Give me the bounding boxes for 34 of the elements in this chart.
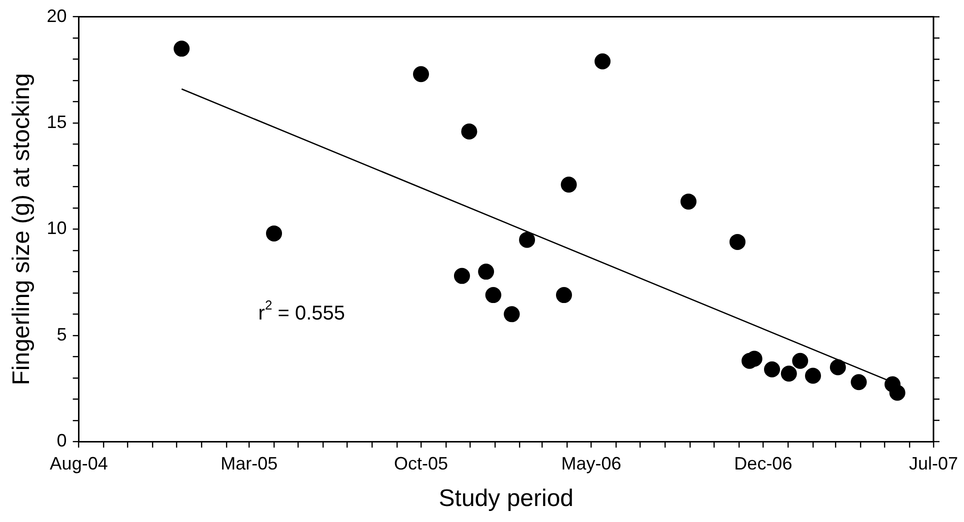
x-tick-label: Aug-04: [50, 453, 108, 474]
x-tick-label: May-06: [561, 453, 622, 474]
point: [556, 287, 572, 304]
y-tick-label: 10: [46, 218, 67, 238]
x-tick-label: Oct-05: [394, 453, 448, 474]
point: [805, 368, 821, 384]
point: [478, 264, 494, 280]
x-tick-label: Mar-05: [220, 453, 278, 474]
point: [266, 225, 282, 242]
point: [454, 268, 470, 284]
y-tick-label: 5: [56, 324, 67, 344]
point: [850, 374, 867, 390]
point: [413, 66, 430, 82]
y-tick-label: 0: [56, 430, 67, 451]
y-tick-label: 20: [46, 6, 67, 26]
point: [504, 306, 520, 322]
point: [485, 287, 502, 304]
point: [780, 366, 797, 382]
point: [594, 53, 611, 70]
point: [174, 40, 190, 57]
point: [889, 384, 906, 401]
point: [461, 123, 478, 140]
x-axis-title: Study period: [438, 485, 574, 512]
point: [560, 176, 577, 193]
point: [680, 194, 696, 210]
point: [519, 232, 536, 248]
point: [830, 359, 846, 376]
x-tick-label: Dec-06: [734, 453, 792, 474]
point: [729, 234, 746, 250]
x-tick-label: Jul-07: [908, 453, 958, 474]
point: [792, 352, 808, 369]
y-axis-title: Fingerling size (g) at stocking: [8, 73, 36, 386]
point: [764, 361, 780, 378]
y-tick-label: 15: [46, 112, 67, 132]
